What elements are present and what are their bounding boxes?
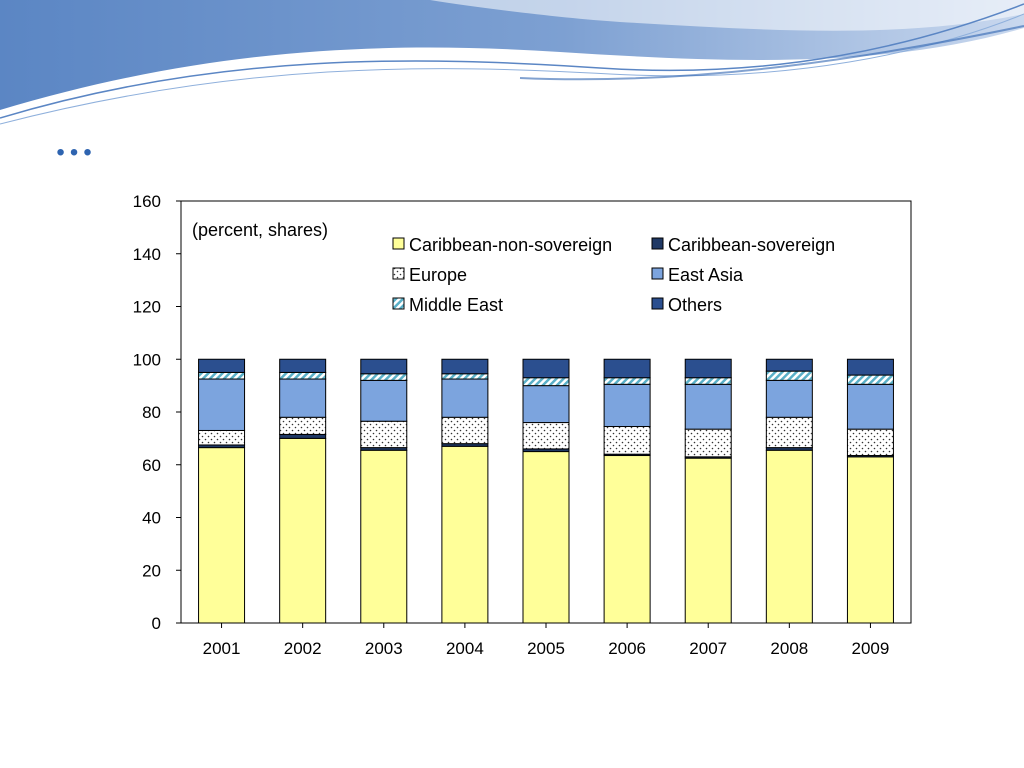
bar-segment-2009-others: [846, 358, 894, 376]
bar-segment-2008-others: [765, 358, 813, 372]
bar-segment-2002-east-asia: [279, 378, 327, 418]
bar-segment-2002-caribbean-non-sovereign: [279, 437, 327, 624]
legend-swatch-others: [651, 297, 664, 310]
banner-wave-line-2: [0, 13, 1024, 125]
y-tick-label: 60: [142, 456, 161, 475]
legend-swatch-europe: [392, 267, 405, 280]
bar-segment-2005-middle-east: [522, 377, 570, 387]
legend-swatch-middle-east: [392, 297, 405, 310]
legend-swatch-caribbean-sovereign: [651, 237, 664, 250]
chart-annotation: (percent, shares): [192, 220, 328, 240]
x-tick-label-2009: 2009: [852, 639, 890, 658]
y-tick-label: 160: [133, 192, 161, 211]
bar-segment-2004-caribbean-non-sovereign: [441, 445, 489, 624]
bar-segment-2006-others: [603, 358, 651, 379]
bar-segment-2006-east-asia: [603, 383, 651, 428]
y-tick-label: 100: [133, 350, 161, 369]
bar-segment-2002-middle-east: [279, 371, 327, 380]
bar-segment-2003-others: [360, 358, 408, 375]
bar-segment-2001-others: [198, 358, 246, 373]
bar-segment-2001-caribbean-non-sovereign: [198, 447, 246, 624]
bar-segment-2007-caribbean-non-sovereign: [684, 457, 732, 624]
slide-title: …: [54, 119, 95, 164]
bar-segment-2005-caribbean-non-sovereign: [522, 451, 570, 624]
bar-segment-2008-europe: [765, 416, 813, 449]
y-axis: 0 20 40 60 80 100 120 140 160: [133, 192, 181, 633]
bar-segment-2009-east-asia: [846, 383, 894, 430]
x-tick-label-2006: 2006: [608, 639, 646, 658]
y-tick-label: 140: [133, 245, 161, 264]
header-banner: [0, 0, 1024, 125]
banner-wave-light: [430, 0, 1024, 31]
legend-label-caribbean-sovereign: Caribbean-sovereign: [668, 235, 835, 255]
bar-segment-2004-europe: [441, 416, 489, 445]
legend-label-caribbean-non-sovereign: Caribbean-non-sovereign: [409, 235, 612, 255]
legend: Caribbean-non-sovereign Caribbean-soverei…: [392, 235, 835, 315]
bar-segment-2004-others: [441, 358, 489, 375]
bar-segment-2009-middle-east: [846, 374, 894, 385]
bar-segment-2001-europe: [198, 429, 246, 446]
y-tick-label: 80: [142, 403, 161, 422]
bar-segment-2002-caribbean-sovereign: [279, 433, 327, 439]
bar-segment-2007-middle-east: [684, 377, 732, 385]
bar-segment-2005-europe: [522, 422, 570, 450]
bar-segment-2002-europe: [279, 416, 327, 435]
legend-label-others: Others: [668, 295, 722, 315]
bar-segment-2007-east-asia: [684, 383, 732, 430]
bar-segment-2003-middle-east: [360, 373, 408, 381]
bar-segment-2008-middle-east: [765, 370, 813, 381]
bar-segment-2001-east-asia: [198, 378, 246, 431]
x-tick-label-2008: 2008: [770, 639, 808, 658]
banner-wave-line-1: [0, 3, 1024, 119]
bar-segment-2006-caribbean-non-sovereign: [603, 455, 651, 624]
legend-swatch-caribbean-non-sovereign: [392, 237, 405, 250]
x-tick-label-2004: 2004: [446, 639, 484, 658]
bar-segment-2006-europe: [603, 426, 651, 455]
bar-segment-2003-europe: [360, 420, 408, 449]
bar-segment-2005-east-asia: [522, 385, 570, 424]
bar-segment-2005-others: [522, 358, 570, 379]
x-tick-label-2002: 2002: [284, 639, 322, 658]
y-tick-label: 20: [142, 561, 161, 580]
x-tick-label-2007: 2007: [689, 639, 727, 658]
legend-label-east-asia: East Asia: [668, 265, 744, 285]
bars: [198, 358, 894, 624]
bar-segment-2009-europe: [846, 428, 894, 457]
y-tick-label: 120: [133, 298, 161, 317]
x-tick-label-2005: 2005: [527, 639, 565, 658]
legend-label-middle-east: Middle East: [409, 295, 503, 315]
x-axis: 2001 2002 2003 2004 2005 2006 2007 2008 2009: [203, 623, 890, 658]
y-tick-label: 40: [142, 509, 161, 528]
bar-segment-2008-caribbean-non-sovereign: [765, 449, 813, 624]
bar-segment-2004-east-asia: [441, 378, 489, 418]
legend-swatch-east-asia: [651, 267, 664, 280]
bar-segment-2007-others: [684, 358, 732, 379]
bar-segment-2004-middle-east: [441, 373, 489, 380]
bar-segment-2003-east-asia: [360, 379, 408, 422]
bar-segment-2003-caribbean-non-sovereign: [360, 449, 408, 624]
banner-wave-line-3: [519, 25, 1024, 81]
x-tick-label-2001: 2001: [203, 639, 241, 658]
x-tick-label-2003: 2003: [365, 639, 403, 658]
legend-label-europe: Europe: [409, 265, 467, 285]
bar-segment-2007-europe: [684, 428, 732, 458]
bar-segment-2001-middle-east: [198, 371, 246, 380]
bar-segment-2008-east-asia: [765, 379, 813, 418]
y-tick-label: 0: [152, 614, 161, 633]
bar-segment-2009-caribbean-non-sovereign: [846, 456, 894, 624]
bar-segment-2006-middle-east: [603, 377, 651, 385]
bar-segment-2002-others: [279, 358, 327, 373]
